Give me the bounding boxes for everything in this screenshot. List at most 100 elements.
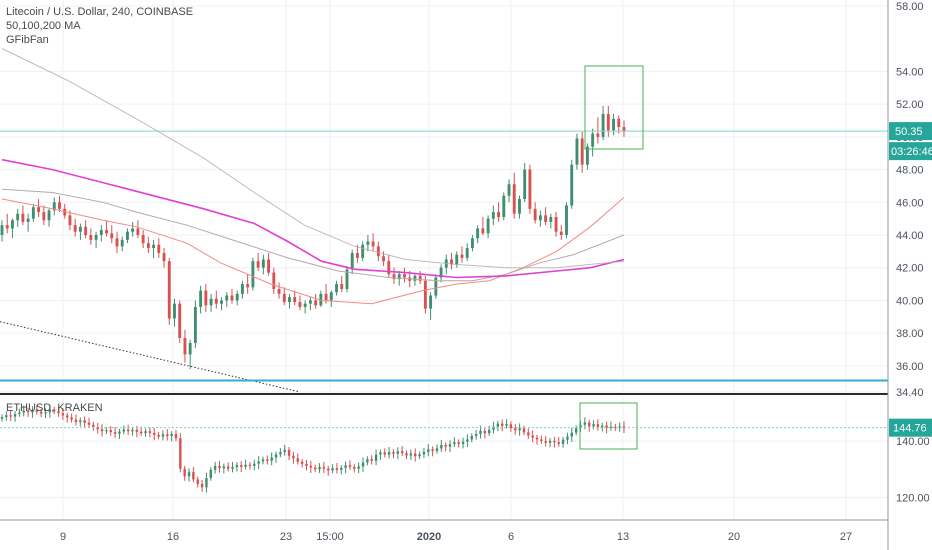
ethusd-pane[interactable]	[0, 396, 932, 521]
candle-body	[397, 274, 401, 280]
candle-body	[570, 432, 574, 437]
candle-body	[287, 449, 291, 456]
candle-body	[31, 410, 34, 413]
sub-legend[interactable]: ETHUSD, KRAKEN	[6, 401, 103, 415]
candle-body	[348, 465, 352, 468]
main-price-pane[interactable]	[0, 0, 932, 395]
main-legend[interactable]: Litecoin / U.S. Dollar, 240, COINBASE 50…	[6, 5, 193, 47]
candle-body	[570, 164, 574, 206]
x-tick-label: 13	[617, 531, 629, 543]
indicator-fib[interactable]: GFibFan	[6, 34, 49, 46]
time-axis[interactable]: 9 16 23 15:00 2020 6 13 20 27	[60, 531, 852, 543]
candle-body	[220, 300, 223, 304]
candle-body	[374, 454, 378, 461]
candle-body	[409, 453, 413, 456]
candle-body	[44, 412, 47, 414]
candle-body	[251, 261, 255, 288]
y-tick-label: 36.00	[896, 361, 924, 373]
candle-body	[345, 269, 349, 289]
candle-body	[11, 220, 14, 229]
candle-body	[18, 412, 21, 415]
candle-body	[439, 267, 443, 278]
candle-body	[293, 297, 297, 303]
sub-symbol-title[interactable]: ETHUSD, KRAKEN	[6, 402, 103, 414]
highlight-box	[579, 402, 638, 450]
candle-body	[83, 420, 86, 423]
candle-body	[465, 248, 469, 258]
candle-body	[52, 202, 56, 211]
candle-body	[366, 459, 369, 463]
candle-body	[283, 449, 286, 453]
y-tick-label: 58.00	[896, 1, 924, 13]
candle-body	[370, 459, 373, 461]
countdown-badge	[889, 142, 932, 161]
candle-body	[553, 440, 556, 443]
candle-body	[196, 479, 199, 484]
candle-body	[622, 127, 626, 132]
candle-body	[305, 463, 308, 466]
indicator-ma[interactable]: 50,100,200 MA	[6, 20, 81, 32]
candle-body	[612, 118, 615, 131]
candle-body	[188, 342, 192, 355]
candle-body	[574, 428, 578, 433]
candle-body	[146, 243, 150, 249]
y-tick-label: 120.00	[896, 492, 930, 504]
candle-body	[566, 436, 569, 440]
candle-body	[136, 228, 140, 235]
symbol-title[interactable]: Litecoin / U.S. Dollar, 240, COINBASE	[6, 6, 194, 18]
candle-body	[427, 449, 430, 452]
candle-body	[126, 429, 130, 432]
candle-body	[246, 284, 250, 288]
candle-body	[470, 238, 474, 249]
price-axes[interactable]: 58.0054.0052.0050.0048.0046.0044.0042.00…	[887, 0, 932, 550]
candle-body	[466, 439, 469, 442]
candle-body	[58, 202, 61, 209]
candle-body	[187, 472, 191, 477]
candle-body	[148, 431, 152, 433]
candle-body	[617, 118, 621, 128]
candle-body	[16, 213, 20, 221]
candle-body	[591, 133, 595, 147]
x-tick-label: 2020	[417, 531, 441, 543]
candle-body	[423, 280, 427, 309]
y-tick-label: 52.00	[896, 99, 924, 111]
candle-body	[26, 218, 30, 222]
candle-body	[153, 432, 156, 435]
candle-body	[235, 465, 239, 468]
candle-body	[266, 459, 269, 461]
x-tick-label: 15:00	[316, 531, 344, 543]
candle-body	[357, 466, 360, 469]
candle-body	[256, 261, 260, 268]
candle-body	[167, 261, 171, 319]
candle-body	[52, 409, 56, 412]
candle-body	[579, 424, 582, 429]
candle-body	[70, 417, 73, 420]
candle-body	[453, 442, 456, 445]
candle-body	[474, 434, 478, 437]
candle-body	[68, 215, 72, 226]
candle-body	[48, 409, 52, 413]
candle-body	[331, 468, 334, 471]
candle-body	[240, 284, 244, 294]
candle-body	[274, 454, 278, 458]
candle-body	[42, 212, 46, 221]
candle-body	[383, 452, 386, 455]
candle-body	[22, 410, 25, 413]
candle-body	[479, 430, 482, 435]
candle-body	[94, 234, 98, 240]
candle-body	[319, 293, 323, 306]
candle-body	[544, 215, 548, 222]
candle-body	[340, 284, 344, 289]
candle-body	[483, 430, 487, 434]
candle-body	[303, 303, 307, 307]
candle-body	[618, 426, 621, 428]
candle-body	[329, 292, 333, 301]
y-tick-label: 140.00	[896, 436, 930, 448]
candle-body	[523, 169, 527, 199]
candle-body	[431, 449, 434, 451]
candle-body	[261, 459, 265, 462]
sub-price-badge-text: 144.76	[893, 423, 927, 435]
candle-body	[200, 483, 204, 488]
candle-body	[248, 464, 252, 466]
